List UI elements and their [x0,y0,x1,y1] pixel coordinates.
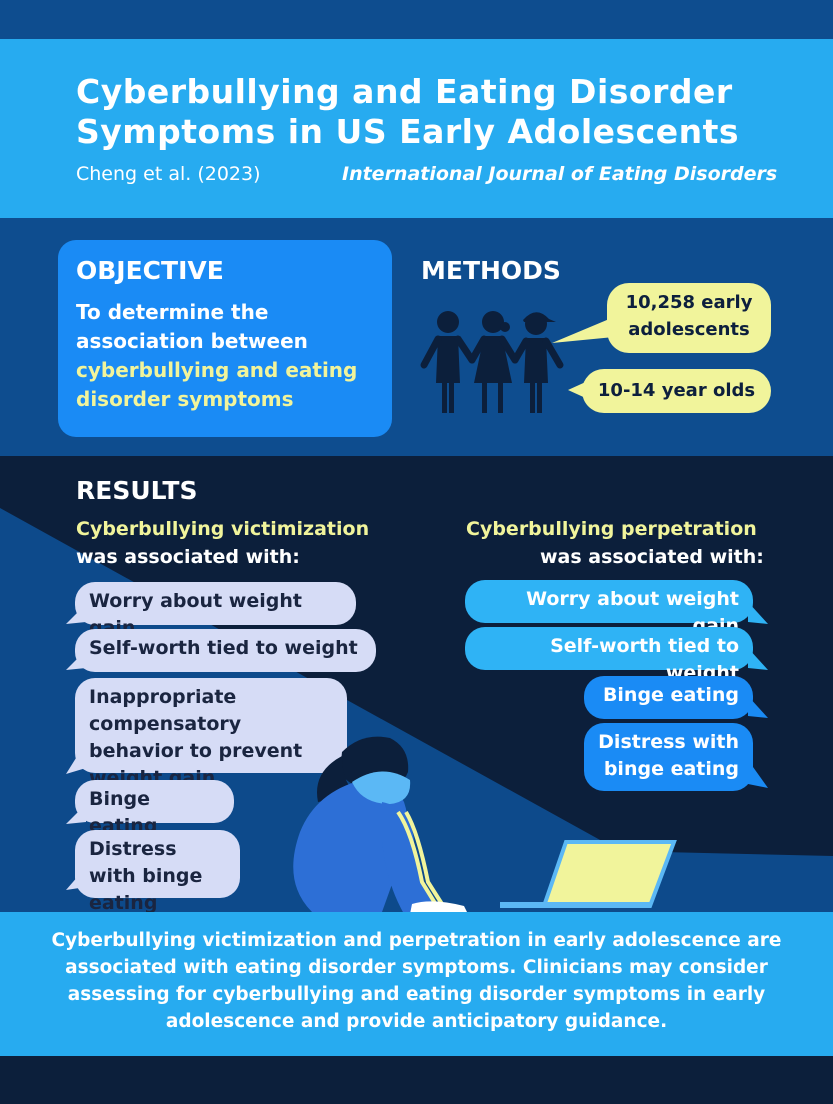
conclusion-text: Cyberbullying victimization and perpetra… [51,930,782,1032]
objective-text: To determine the association between cyb… [76,298,376,414]
journal-name: International Journal of Eating Disorder… [342,163,778,185]
speech-pointer-icon [552,317,614,343]
victim-item: Distress with binge eating [75,830,240,914]
perp-item: Worry about weight gain [465,580,753,637]
sample-size-bubble: 10,258 early adolescents [607,283,771,353]
conclusion-banner [0,912,833,1056]
results-heading: RESULTS [76,476,198,505]
objective-box [58,240,392,437]
perp-item: Binge eating [584,676,753,719]
age-range-bubble: 10-14 year olds [582,369,771,413]
header-banner [0,39,833,218]
top-strip [0,0,833,39]
objective-text-highlight: cyberbullying and eating disorder sympto… [76,358,358,411]
citation: Cheng et al. (2023) [76,163,261,185]
perp-item: Distress with binge eating [584,723,753,791]
victimization-heading: Cyberbullying victimization [76,518,370,540]
victim-item: Inappropriate compensatory behavior to p… [75,678,347,789]
perp-item: Self-worth tied to weight [465,627,753,684]
victim-item: Self-worth tied to weight [75,629,376,672]
methods-heading: METHODS [421,256,561,285]
victim-item: Binge eating [75,780,234,837]
laptop-illustration [500,840,677,908]
objective-heading: OBJECTIVE [76,256,224,285]
victim-item: Worry about weight gain [75,582,356,639]
page-title: Cyberbullying and Eating Disorder Sympto… [76,72,740,151]
objective-text-plain: To determine the association between [76,300,308,353]
perpetration-subheading: was associated with: [540,546,764,568]
bubble-tails [748,602,768,788]
victimization-subheading: was associated with: [76,546,300,568]
three-children-icon [420,311,564,413]
sad-girl-illustration [293,736,468,914]
bottom-strip [0,1056,833,1104]
perpetration-heading: Cyberbullying perpetration [466,518,757,540]
